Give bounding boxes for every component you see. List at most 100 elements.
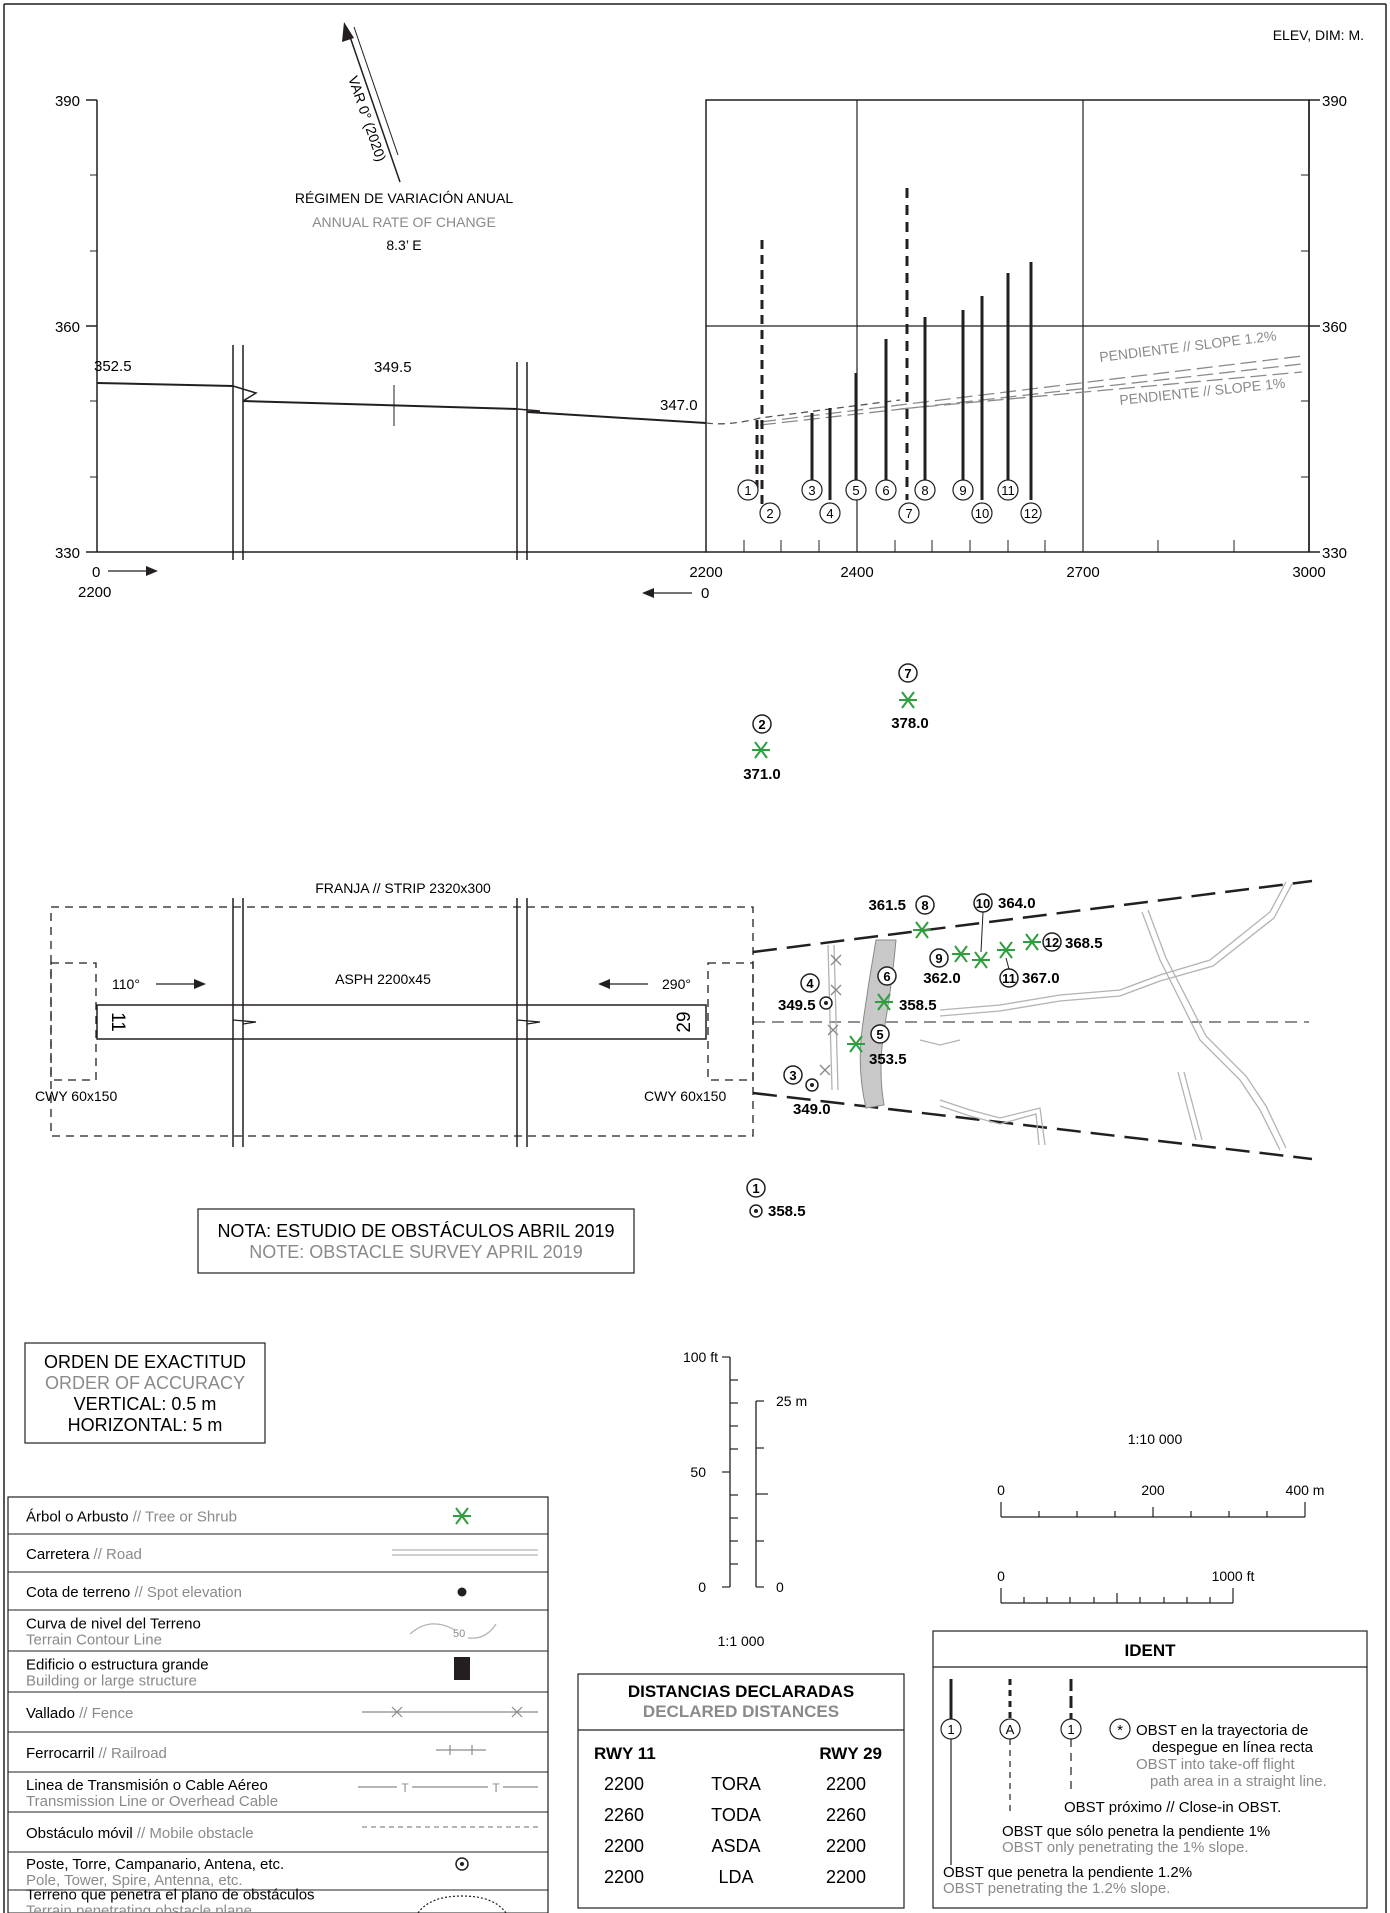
plan-obstacle-3: 3 349.0 bbox=[783, 1065, 831, 1118]
legend-row-1: Carretera // Road bbox=[8, 1546, 548, 1573]
y-label-360: 360 bbox=[55, 319, 80, 336]
svg-text:Terrain penetrating obstacle p: Terrain penetrating obstacle plane bbox=[26, 1903, 252, 1913]
svg-text:Linea de Transmisión o Cable A: Linea de Transmisión o Cable Aéreo bbox=[26, 1777, 268, 1794]
y-label-390-right: 390 bbox=[1322, 93, 1347, 110]
ident-12-en: OBST penetrating the 1.2% slope. bbox=[943, 1880, 1170, 1897]
svg-text:5: 5 bbox=[876, 1027, 883, 1042]
svg-text:358.5: 358.5 bbox=[899, 997, 937, 1014]
elev-347-0: 347.0 bbox=[660, 397, 698, 414]
vertical-scale: 100 ft 50 0 25 m 0 1:1 000 bbox=[683, 1349, 807, 1649]
plan-obstacle-4: 4 349.5 bbox=[778, 973, 833, 1014]
profile-obstacle-9: 9 bbox=[952, 479, 974, 501]
threshold-29: 29 bbox=[674, 1011, 695, 1032]
ident-box: IDENT 1 A 1 * OBST en la trayectoria de … bbox=[932, 1630, 1368, 1909]
hscale-ratio: 1:10 000 bbox=[1128, 1431, 1183, 1447]
svg-text:4: 4 bbox=[806, 976, 814, 991]
vscale-50: 50 bbox=[690, 1464, 706, 1480]
tree-icon bbox=[898, 691, 918, 709]
profile-obstacle-5: 5 bbox=[845, 479, 867, 501]
plan-obstacle-9: 9 362.0 bbox=[923, 945, 971, 987]
legend-row-10: Terreno que penetra el plano de obstácul… bbox=[8, 1887, 548, 1913]
tall-obstacle-7: 7 378.0 bbox=[891, 663, 929, 732]
legend-row-8: Obstáculo móvil // Mobile obstacle bbox=[8, 1825, 548, 1853]
svg-text:ASDA: ASDA bbox=[711, 1836, 760, 1856]
svg-text:10: 10 bbox=[975, 506, 989, 521]
svg-text:1: 1 bbox=[752, 1181, 759, 1196]
tree-icon bbox=[1022, 933, 1042, 951]
elev-358-5-a: 358.5 bbox=[768, 1203, 806, 1220]
tree-icon bbox=[951, 945, 971, 963]
plan-obstacle-10: 10 364.0 bbox=[971, 893, 1036, 969]
cwy-right: CWY 60x150 bbox=[644, 1088, 726, 1104]
right-zero: 0 bbox=[701, 585, 709, 602]
ident-path-en2: path area in a straight line. bbox=[1150, 1773, 1327, 1790]
legend-tree-icon bbox=[452, 1507, 472, 1525]
svg-text:3: 3 bbox=[808, 483, 815, 498]
vscale-25m: 25 m bbox=[776, 1393, 807, 1409]
plan-obstacle-11: 11 367.0 bbox=[996, 941, 1060, 988]
elev-371: 371.0 bbox=[743, 766, 781, 783]
svg-text:Building or large structure: Building or large structure bbox=[26, 1673, 197, 1690]
dd-row-asda: 2200 ASDA 2200 bbox=[604, 1836, 866, 1856]
hscale-m-200: 200 bbox=[1141, 1482, 1165, 1498]
slope-1-label: PENDIENTE // SLOPE 1% bbox=[1119, 375, 1286, 408]
svg-text:12: 12 bbox=[1045, 935, 1059, 950]
dd-col-rwy29: RWY 29 bbox=[819, 1744, 882, 1763]
profile-obstacle-6: 6 bbox=[875, 479, 897, 501]
svg-text:11: 11 bbox=[1002, 971, 1016, 986]
threshold-11: 11 bbox=[107, 1012, 128, 1032]
profile-obstacle-10: 10 bbox=[971, 502, 993, 524]
svg-text:Ferrocarril // Railroad: Ferrocarril // Railroad bbox=[26, 1745, 167, 1762]
svg-text:Cota de terreno // Spot elev: Cota de terreno // Spot elevation bbox=[26, 1584, 242, 1601]
svg-text:349.5: 349.5 bbox=[778, 997, 816, 1014]
svg-text:12: 12 bbox=[1024, 506, 1038, 521]
svg-text:2: 2 bbox=[758, 717, 765, 732]
hscale-ft-0: 0 bbox=[997, 1568, 1005, 1584]
ident-path-en: OBST into take-off flight bbox=[1136, 1756, 1296, 1773]
svg-text:367.0: 367.0 bbox=[1022, 970, 1060, 987]
svg-text:T: T bbox=[401, 1781, 409, 1795]
profile-obstacle-3: 3 bbox=[801, 479, 823, 501]
hdg-110: 110° bbox=[112, 976, 140, 992]
svg-text:11: 11 bbox=[1001, 483, 1015, 498]
svg-text:7: 7 bbox=[904, 666, 911, 681]
svg-text:2: 2 bbox=[766, 506, 773, 521]
svg-text:9: 9 bbox=[935, 951, 942, 966]
ident-path-es2: despegue en línea recta bbox=[1152, 1739, 1314, 1756]
note-es: NOTA: ESTUDIO DE OBSTÁCULOS ABRIL 2019 bbox=[217, 1221, 614, 1241]
legend-row-5: Vallado // Fence bbox=[8, 1705, 548, 1733]
units-label: ELEV, DIM: M. bbox=[1273, 27, 1364, 43]
left-start-2200: 2200 bbox=[78, 584, 111, 601]
svg-text:5: 5 bbox=[852, 483, 859, 498]
svg-text:Obstáculo móvil // Mobile obst: Obstáculo móvil // Mobile obstacle bbox=[26, 1825, 254, 1842]
vscale-0m: 0 bbox=[776, 1579, 784, 1595]
elev-378: 378.0 bbox=[891, 715, 929, 732]
svg-text:7: 7 bbox=[905, 506, 912, 521]
strip-label: FRANJA // STRIP 2320x300 bbox=[315, 880, 491, 896]
vscale-ratio: 1:1 000 bbox=[718, 1633, 765, 1649]
legend-transmission-icon: T T bbox=[358, 1781, 538, 1795]
legend-railroad-icon bbox=[436, 1745, 486, 1755]
plan-obstacle-1: 1 358.5 bbox=[746, 1178, 806, 1220]
hscale-ft-1000: 1000 ft bbox=[1212, 1568, 1255, 1584]
svg-text:50: 50 bbox=[453, 1628, 465, 1640]
pole-icon bbox=[805, 1078, 819, 1092]
svg-text:6: 6 bbox=[883, 969, 890, 984]
profile-obstacle-4: 4 bbox=[819, 502, 841, 524]
profile-obstacle-7: 7 bbox=[898, 502, 920, 524]
profile-obstacle-2: 2 bbox=[759, 502, 781, 524]
svg-text:Terreno que penetra el plano d: Terreno que penetra el plano de obstácul… bbox=[26, 1887, 315, 1904]
profile-section: 390 360 330 390 360 330 bbox=[55, 93, 1347, 602]
svg-text:368.5: 368.5 bbox=[1065, 935, 1103, 952]
tall-obstacles: 2 371.0 7 378.0 bbox=[743, 663, 929, 783]
svg-text:4: 4 bbox=[826, 506, 833, 521]
legend-row-7: Linea de Transmisión o Cable AéreoTransm… bbox=[8, 1777, 548, 1813]
svg-text:Edificio o estructura grande: Edificio o estructura grande bbox=[26, 1657, 209, 1674]
ident-1-es: OBST que sólo penetra la pendiente 1% bbox=[1002, 1823, 1270, 1840]
legend-road-icon bbox=[392, 1549, 538, 1556]
svg-text:3: 3 bbox=[789, 1068, 796, 1083]
svg-text:1: 1 bbox=[1067, 1722, 1074, 1737]
x-label-3000: 3000 bbox=[1292, 564, 1325, 581]
y-label-360-right: 360 bbox=[1322, 319, 1347, 336]
